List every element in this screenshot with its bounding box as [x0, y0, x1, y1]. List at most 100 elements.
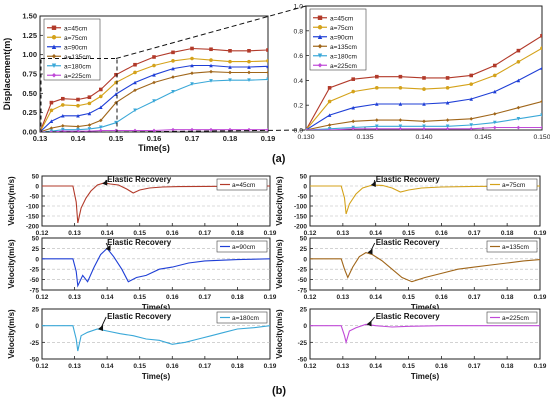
y-tick-label: 0.75: [22, 70, 37, 79]
x-tick-label: 0.16: [166, 294, 179, 301]
data-point: [133, 70, 137, 75]
data-point: [266, 127, 268, 132]
data-point: [516, 105, 521, 110]
y-tick-label: 0.0: [294, 128, 304, 135]
data-point: [209, 63, 213, 68]
legend-label: a=90cm: [330, 35, 353, 42]
legend-box: [216, 178, 268, 191]
data-point: [516, 125, 521, 130]
data-point: [540, 99, 542, 104]
series-group: [310, 252, 540, 283]
data-point: [398, 118, 403, 122]
legend-marker: [51, 63, 57, 68]
data-point: [351, 126, 355, 130]
x-tick-label: 0.13: [337, 294, 350, 301]
y-tick-label: 50: [300, 236, 308, 243]
data-point: [445, 126, 450, 130]
data-point: [247, 78, 251, 82]
y-tick-label: -75: [30, 288, 40, 295]
x-tick-label: 0.16: [435, 363, 448, 370]
data-point: [493, 89, 497, 94]
x-tick-label: 0.12: [36, 294, 49, 301]
data-point: [49, 126, 54, 130]
series-group: [40, 46, 268, 132]
y-tick-label: 1.0: [294, 4, 304, 11]
x-tick-label: 0.19: [264, 294, 277, 301]
zoom-connector-top: [115, 5, 307, 60]
data-point: [209, 127, 213, 132]
legend: a=45cm: [216, 178, 268, 191]
panel-b: 0.12 0.13 0.14 0.15 0.16 0.17 0.18 0.19 50 0 -50 -1…: [7, 174, 547, 382]
x-tick-label: 0.15: [109, 134, 124, 143]
y-tick-label: 25: [300, 246, 308, 253]
x-tick-label: 0.18: [223, 134, 238, 143]
x-tick-label: 0.14: [369, 294, 382, 301]
data-point: [351, 89, 356, 94]
x-tick-label: 0.145: [474, 134, 491, 141]
series-line-a-90cm: [42, 247, 270, 288]
legend: a=180cm: [216, 311, 268, 324]
data-point: [247, 70, 251, 75]
annotation-elastic-recovery: Elastic Recovery: [107, 238, 172, 247]
data-point: [375, 86, 379, 90]
data-point: [228, 78, 232, 82]
panel-a: 0.13 0.14 0.15 0.16 0.17 0.18 0.19 0.00 0.25 0.50…: [2, 4, 550, 154]
legend-marker: [317, 53, 323, 58]
x-axis-label: Time(s): [138, 143, 170, 153]
chart-velocity-180: 0.12 0.13 0.14 0.15 0.16 0.17 0.18 0.19 25 0 -25 -5…: [7, 307, 277, 382]
y-tick-label: -150: [26, 214, 39, 221]
x-tick-label: 0.17: [185, 134, 200, 143]
data-point: [351, 77, 355, 81]
data-point: [375, 118, 379, 122]
data-point: [190, 63, 194, 68]
data-point: [469, 82, 474, 86]
x-tick-label: 0.17: [199, 363, 212, 370]
data-point: [398, 102, 403, 106]
legend-label: a=225cm: [330, 63, 357, 70]
y-tick-label: 50: [32, 174, 40, 181]
legend: a=225cm: [486, 311, 538, 324]
data-point: [76, 129, 80, 132]
chart-displacement-zoom: 0.130 0.135 0.140 0.145 0.150 0.0 0.2 0.4 0.6 0.8…: [294, 4, 550, 142]
y-axis-label: Velocity(m/s): [7, 309, 16, 359]
y-tick-label: -100: [26, 204, 39, 211]
data-point: [516, 78, 521, 83]
legend: a=75cm: [486, 178, 538, 191]
legend-label: a=75cm: [64, 35, 87, 42]
y-tick-label: 0: [303, 256, 307, 263]
x-tick-label: 0.14: [71, 134, 86, 143]
x-tick-label: 0.13: [68, 294, 81, 301]
annotation-arrowhead: [98, 325, 104, 331]
data-point: [133, 108, 137, 113]
data-point: [190, 71, 194, 76]
x-tick-label: 0.13: [337, 230, 350, 237]
x-tick-label: 0.13: [68, 363, 81, 370]
data-point: [76, 124, 80, 129]
x-tick-label: 0.14: [101, 363, 114, 370]
x-axis-label: Time(s): [142, 372, 171, 381]
annotation-arrowhead: [370, 181, 376, 187]
data-point: [375, 124, 379, 129]
y-tick-label: -50: [30, 277, 40, 284]
y-tick-label: -150: [294, 214, 307, 221]
data-point: [61, 113, 65, 118]
data-point: [540, 66, 542, 70]
panel-label-b: (b): [272, 385, 286, 397]
annotation-arrowhead: [105, 244, 111, 251]
data-point: [266, 59, 268, 63]
annotation-arrowhead: [367, 248, 373, 255]
y-tick-label: -50: [30, 357, 40, 364]
x-tick-label: 0.17: [468, 294, 481, 301]
data-point: [493, 112, 497, 116]
data-point: [87, 101, 92, 106]
y-tick-label: 25: [300, 307, 308, 314]
legend-marker: [317, 34, 323, 39]
data-point: [445, 100, 450, 105]
data-point: [445, 124, 450, 129]
data-point: [327, 113, 332, 117]
series-line-a-45cm: [42, 182, 270, 224]
legend-marker: [51, 73, 57, 78]
y-tick-label: 0.2: [294, 103, 304, 110]
data-point: [469, 97, 473, 101]
data-point: [209, 47, 213, 52]
